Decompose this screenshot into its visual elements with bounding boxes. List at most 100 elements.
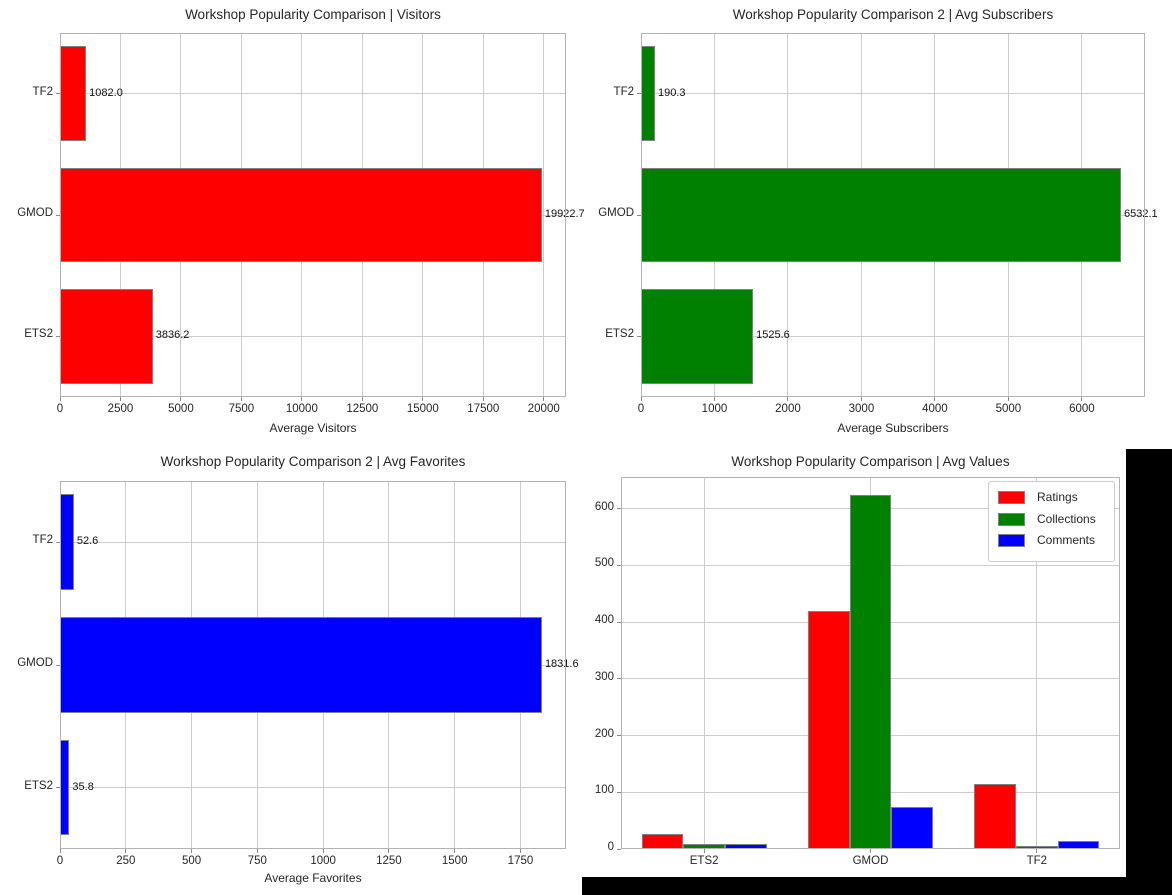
category-label: GMOD bbox=[852, 855, 889, 867]
y-tick bbox=[617, 621, 621, 623]
bar-value-label: 6532.1 bbox=[1123, 208, 1158, 220]
y-gridline bbox=[60, 664, 566, 666]
y-gridline bbox=[60, 214, 566, 216]
category-label: ETS2 bbox=[24, 779, 53, 792]
x-tick bbox=[125, 849, 127, 853]
x-tick bbox=[860, 397, 862, 401]
bar-tf2 bbox=[641, 46, 655, 141]
x-tick bbox=[640, 397, 642, 401]
legend-label-comments: Comments bbox=[1037, 533, 1096, 547]
plot-border bbox=[60, 481, 566, 849]
y-tick bbox=[617, 678, 621, 680]
bar-value-label: 52.6 bbox=[76, 535, 99, 548]
y-tick-label: 500 bbox=[594, 557, 614, 570]
x-tick bbox=[422, 397, 424, 401]
y-tick bbox=[56, 541, 60, 543]
y-gridline bbox=[621, 621, 1120, 623]
y-tick bbox=[637, 335, 641, 337]
chart-title: Workshop Popularity Comparison | Avg Val… bbox=[731, 454, 1010, 469]
bar-tf2 bbox=[60, 46, 87, 141]
black-region-right bbox=[1126, 449, 1172, 895]
category-label: TF2 bbox=[32, 85, 53, 98]
bar-gmod-collections bbox=[849, 494, 892, 849]
x-gridline bbox=[322, 481, 324, 849]
y-tick-label: 400 bbox=[594, 614, 614, 627]
bar-ets2-comments bbox=[724, 843, 767, 849]
x-tick bbox=[361, 397, 363, 401]
x-tick-label: 1000 bbox=[701, 403, 728, 415]
x-gridline bbox=[543, 33, 545, 397]
y-tick bbox=[617, 508, 621, 510]
y-tick bbox=[617, 848, 621, 850]
x-tick-label: 7500 bbox=[228, 403, 255, 415]
bar-gmod bbox=[641, 167, 1121, 263]
x-tick-label: 2500 bbox=[107, 403, 134, 415]
x-tick-label: 250 bbox=[116, 855, 136, 867]
y-gridline bbox=[60, 787, 566, 789]
x-tick bbox=[934, 397, 936, 401]
x-tick-label: 4000 bbox=[922, 403, 948, 415]
legend-swatch-comments bbox=[998, 534, 1025, 547]
x-gridline bbox=[422, 33, 424, 397]
bar-tf2-ratings bbox=[974, 783, 1017, 849]
x-tick bbox=[59, 849, 61, 853]
x-gridline bbox=[713, 33, 715, 397]
x-gridline bbox=[870, 477, 871, 849]
x-tick-label: 6000 bbox=[1069, 403, 1095, 415]
x-tick bbox=[180, 397, 182, 401]
x-gridline bbox=[482, 33, 484, 397]
x-tick bbox=[1036, 849, 1038, 853]
y-tick bbox=[637, 214, 641, 216]
bar-tf2-comments bbox=[1057, 841, 1100, 849]
y-gridline bbox=[60, 93, 566, 95]
bar-ets2 bbox=[641, 289, 754, 384]
y-gridline bbox=[621, 564, 1120, 566]
black-region-bottom bbox=[582, 877, 1172, 895]
chart-title: Workshop Popularity Comparison 2 | Avg S… bbox=[732, 7, 1054, 22]
category-label: GMOD bbox=[17, 207, 53, 219]
bar-value-label: 190.3 bbox=[657, 86, 686, 99]
x-gridline bbox=[860, 33, 862, 397]
bar-gmod-ratings bbox=[808, 610, 850, 849]
legend-label-collections: Collections bbox=[1037, 511, 1096, 526]
x-gridline bbox=[388, 481, 390, 849]
y-tick bbox=[56, 787, 60, 789]
bar-value-label: 1525.6 bbox=[756, 329, 790, 342]
plot-border bbox=[641, 33, 1145, 397]
x-tick-label: 0 bbox=[56, 403, 64, 415]
x-tick bbox=[787, 397, 789, 401]
x-tick-label: 12500 bbox=[346, 403, 379, 415]
x-tick bbox=[870, 849, 871, 853]
x-tick bbox=[59, 397, 61, 401]
x-tick bbox=[1081, 397, 1083, 401]
bar-value-label: 1831.6 bbox=[544, 658, 579, 670]
x-tick bbox=[519, 849, 521, 853]
x-gridline bbox=[256, 481, 258, 849]
x-gridline bbox=[519, 481, 521, 849]
x-axis-label: Average Subscribers bbox=[837, 421, 949, 435]
x-tick bbox=[482, 397, 484, 401]
legend-swatch-ratings bbox=[998, 491, 1025, 504]
x-gridline bbox=[125, 481, 127, 849]
bar-tf2-collections bbox=[1016, 845, 1058, 849]
x-tick-label: 750 bbox=[247, 855, 267, 867]
bar-ets2 bbox=[60, 289, 153, 384]
legend-label-ratings: Ratings bbox=[1037, 490, 1078, 504]
x-gridline bbox=[301, 33, 303, 397]
chart-title: Workshop Popularity Comparison 2 | Avg F… bbox=[160, 454, 466, 469]
x-gridline bbox=[180, 33, 182, 397]
x-gridline bbox=[787, 33, 789, 397]
x-tick-label: 5000 bbox=[995, 403, 1022, 415]
x-gridline bbox=[191, 481, 193, 849]
bar-gmod bbox=[60, 167, 542, 263]
y-gridline bbox=[641, 214, 1145, 216]
x-tick-label: 1250 bbox=[376, 855, 402, 867]
x-tick bbox=[543, 397, 545, 401]
y-gridline bbox=[621, 678, 1120, 680]
bar-value-label: 1082.0 bbox=[89, 86, 123, 99]
y-gridline bbox=[641, 93, 1145, 95]
x-axis-label: Average Favorites bbox=[264, 871, 362, 885]
